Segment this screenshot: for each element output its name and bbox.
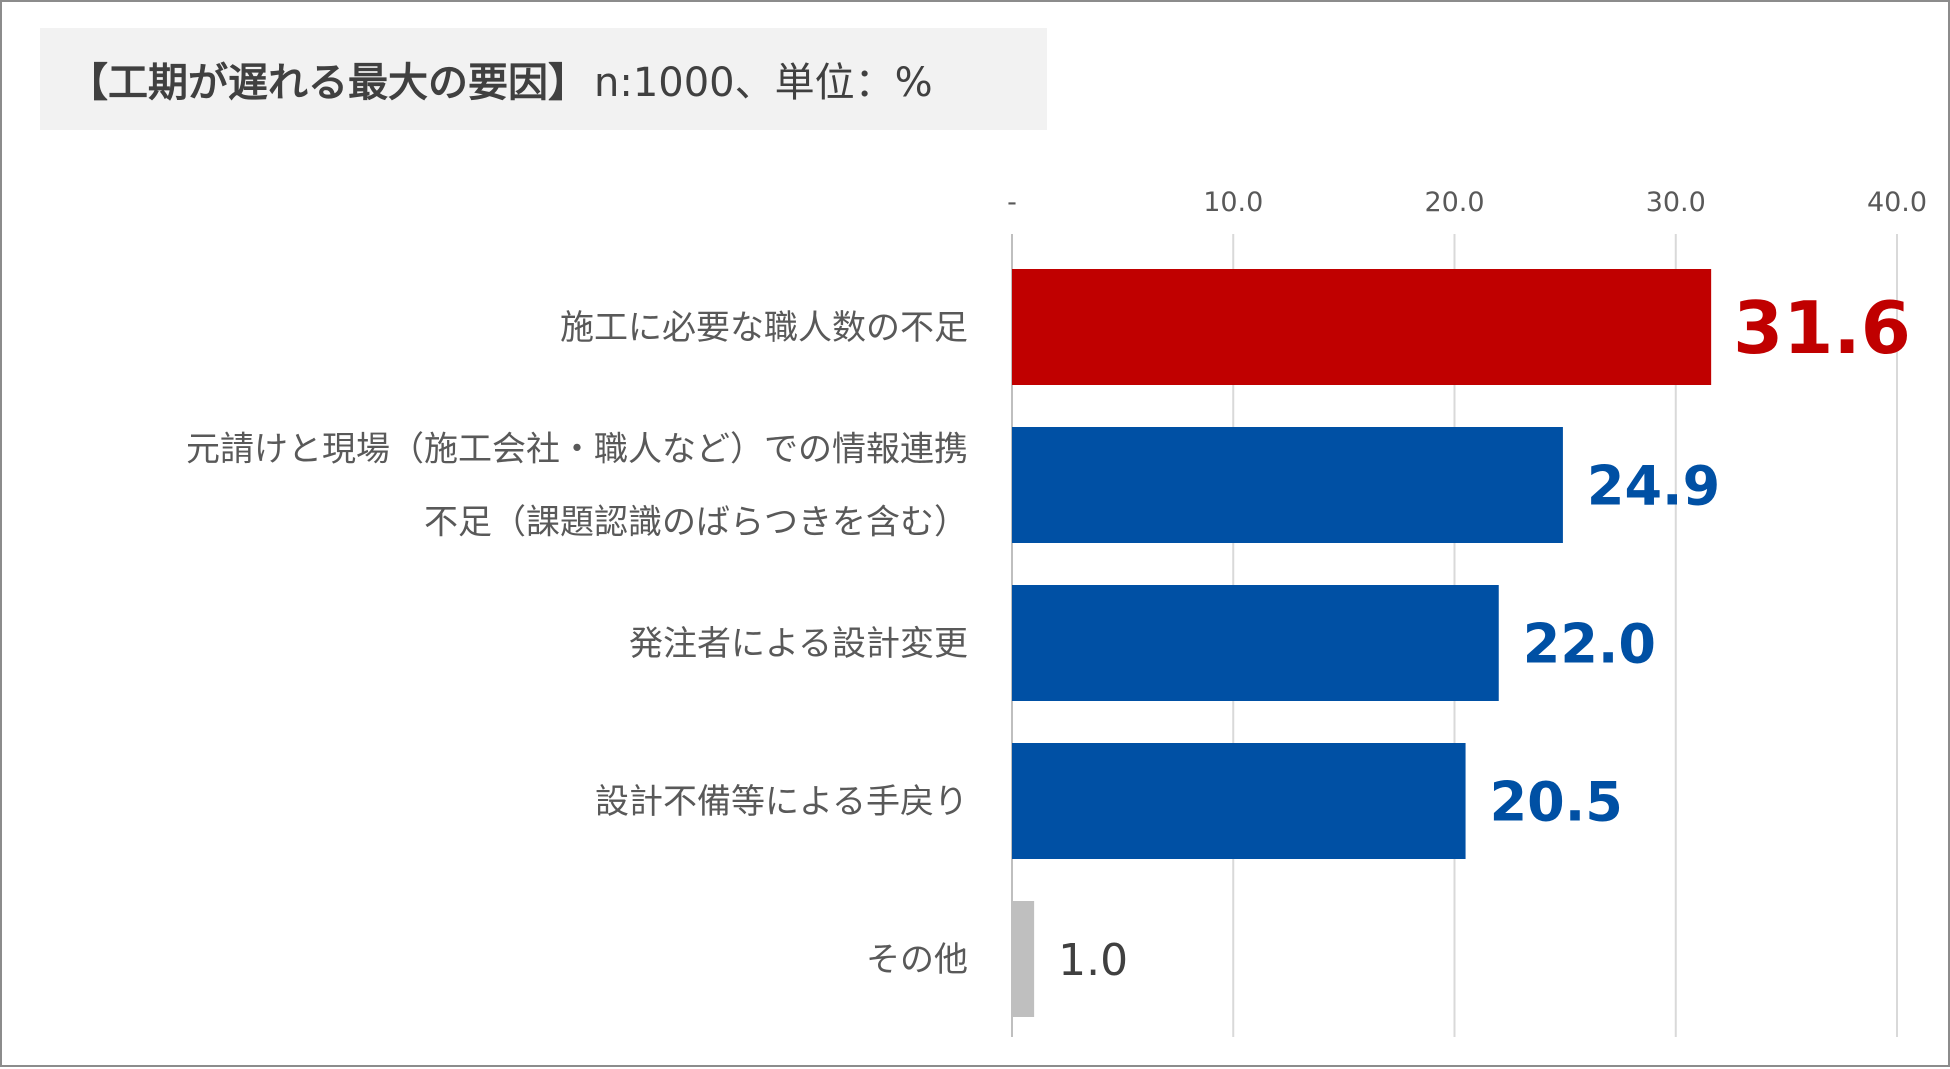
chart-subtitle: n:1000、単位：% (594, 60, 933, 106)
x-tick-label: 20.0 (1424, 187, 1484, 218)
x-tick-label: 10.0 (1203, 187, 1263, 218)
bar (1012, 585, 1499, 701)
category-label: 元請けと現場（施工会社・職人など）での情報連携 (186, 430, 968, 470)
bar (1012, 269, 1712, 385)
category-label: 設計不備等による手戻り (595, 782, 968, 822)
category-label: 施工に必要な職人数の不足 (560, 308, 968, 348)
chart-title: 【工期が遅れる最大の要因】 (68, 60, 588, 106)
data-label: 22.0 (1523, 612, 1656, 675)
category-label: その他 (866, 940, 968, 980)
bar (1012, 743, 1466, 859)
category-label: 不足（課題認識のばらつきを含む） (424, 503, 968, 543)
bar (1012, 901, 1035, 1017)
x-tick-label: 30.0 (1646, 187, 1706, 218)
data-label: 20.5 (1490, 770, 1623, 833)
category-label: 発注者による設計変更 (629, 624, 968, 664)
data-label: 31.6 (1733, 286, 1911, 370)
x-tick-label: 40.0 (1867, 187, 1927, 218)
chart-title-box: 【工期が遅れる最大の要因】 n:1000、単位：% (40, 28, 1047, 130)
bar (1012, 427, 1563, 543)
data-label: 1.0 (1058, 935, 1128, 986)
x-tick-label: - (1007, 187, 1017, 218)
data-label: 24.9 (1587, 454, 1720, 517)
